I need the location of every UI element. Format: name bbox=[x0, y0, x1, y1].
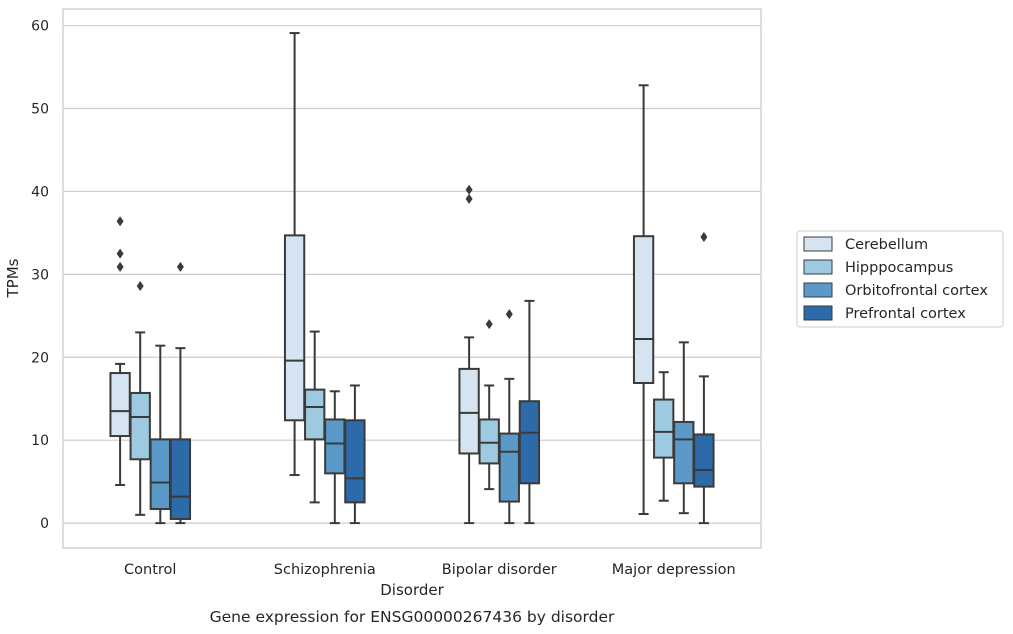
x-tick-label: Schizophrenia bbox=[274, 562, 376, 578]
box-body bbox=[458, 367, 480, 455]
y-tick-label: 50 bbox=[31, 102, 49, 118]
box-body bbox=[149, 438, 171, 511]
box-prefrontal-cortex bbox=[693, 232, 715, 525]
box-body bbox=[498, 432, 520, 503]
y-axis-label: TPMs bbox=[4, 258, 22, 298]
y-tick-label: 0 bbox=[40, 516, 49, 532]
x-axis-label: Disorder bbox=[380, 581, 444, 599]
outlier-point bbox=[176, 261, 184, 272]
box-prefrontal-cortex bbox=[344, 384, 366, 525]
box-cerebellum bbox=[632, 84, 655, 516]
legend-swatch bbox=[803, 259, 833, 275]
legend-swatch bbox=[803, 236, 833, 252]
box-hipppocampus bbox=[478, 319, 500, 491]
box-cerebellum bbox=[458, 184, 480, 525]
outlier-point bbox=[700, 232, 708, 243]
y-tick-label: 20 bbox=[31, 350, 49, 366]
box-body bbox=[304, 388, 326, 441]
box-hipppocampus bbox=[304, 330, 326, 504]
box-cerebellum bbox=[109, 216, 131, 486]
box-body bbox=[324, 418, 346, 475]
outlier-point bbox=[465, 184, 473, 195]
y-tick-label: 10 bbox=[31, 433, 49, 449]
box-body bbox=[109, 372, 131, 438]
outlier-point bbox=[465, 193, 473, 204]
box-orbitofrontal-cortex bbox=[149, 344, 171, 525]
box-plot-area bbox=[109, 32, 715, 525]
y-tick-label: 30 bbox=[31, 267, 49, 283]
legend-label: Cerebellum bbox=[845, 237, 928, 253]
legend-label: Hipppocampus bbox=[845, 260, 953, 276]
box-body bbox=[478, 418, 500, 465]
box-hipppocampus bbox=[129, 280, 151, 516]
legend-frame bbox=[796, 230, 1004, 328]
legend-swatch bbox=[803, 282, 833, 298]
outlier-point bbox=[116, 216, 124, 227]
chart-caption: Gene expression for ENSG00000267436 by d… bbox=[210, 608, 615, 626]
x-tick-label: Control bbox=[124, 562, 176, 578]
legend-label: Orbitofrontal cortex bbox=[845, 283, 988, 299]
x-tick-label: Major depression bbox=[612, 562, 736, 578]
outlier-point bbox=[505, 309, 513, 320]
outlier-point bbox=[116, 261, 124, 272]
box-orbitofrontal-cortex bbox=[498, 309, 520, 525]
box-body bbox=[693, 433, 715, 488]
box-body bbox=[283, 234, 306, 422]
legend: Cerebellum Hipppocampus Orbitofrontal cort… bbox=[796, 230, 1004, 328]
box-body bbox=[129, 391, 151, 461]
box-orbitofrontal-cortex bbox=[673, 341, 695, 515]
plot-frame bbox=[62, 8, 762, 549]
box-body bbox=[169, 438, 192, 520]
box-body bbox=[653, 398, 675, 459]
box-body bbox=[673, 420, 695, 485]
x-tick-label: Bipolar disorder bbox=[442, 562, 557, 578]
legend-label: Prefrontal cortex bbox=[845, 306, 966, 322]
box-cerebellum bbox=[283, 32, 306, 477]
box-body bbox=[344, 419, 366, 504]
box-hipppocampus bbox=[653, 371, 675, 502]
x-axis: Control Schizophrenia Bipolar disorder Majo… bbox=[124, 562, 736, 578]
outlier-point bbox=[485, 319, 493, 330]
y-axis: 0 10 20 30 40 50 60 bbox=[31, 19, 49, 533]
box-prefrontal-cortex bbox=[169, 261, 192, 525]
legend-swatch bbox=[803, 305, 833, 321]
outlier-point bbox=[116, 248, 124, 259]
box-orbitofrontal-cortex bbox=[324, 390, 346, 525]
box-body bbox=[632, 235, 655, 384]
outlier-point bbox=[136, 280, 144, 291]
box-prefrontal-cortex bbox=[518, 299, 541, 525]
y-tick-label: 60 bbox=[31, 19, 49, 35]
box-body bbox=[518, 400, 541, 485]
y-tick-label: 40 bbox=[31, 184, 49, 200]
